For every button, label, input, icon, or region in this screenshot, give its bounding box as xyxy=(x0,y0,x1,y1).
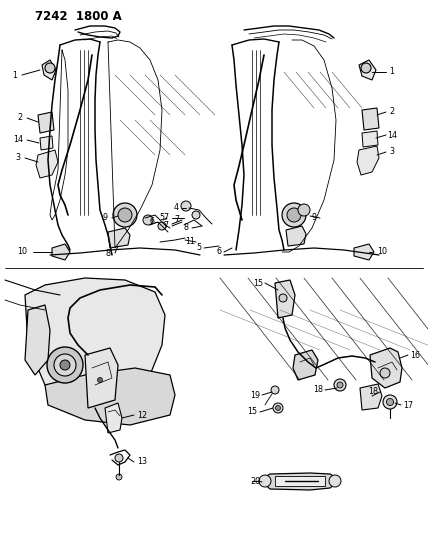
Circle shape xyxy=(158,222,166,230)
Text: 8: 8 xyxy=(184,223,188,232)
Text: 15: 15 xyxy=(247,408,257,416)
Circle shape xyxy=(279,294,287,302)
Polygon shape xyxy=(36,150,58,178)
Polygon shape xyxy=(38,112,54,133)
Text: 20: 20 xyxy=(250,478,260,487)
Text: 14: 14 xyxy=(387,131,397,140)
Polygon shape xyxy=(260,473,340,490)
Polygon shape xyxy=(359,60,376,80)
Text: 5: 5 xyxy=(160,214,164,222)
Circle shape xyxy=(383,395,397,409)
Circle shape xyxy=(47,347,83,383)
Polygon shape xyxy=(362,108,379,130)
Text: 14: 14 xyxy=(13,135,23,144)
Circle shape xyxy=(287,208,301,222)
Text: 7242  1800 A: 7242 1800 A xyxy=(35,10,122,23)
Text: 3: 3 xyxy=(15,154,21,163)
Polygon shape xyxy=(52,244,70,260)
Text: 4: 4 xyxy=(173,204,178,213)
Text: 7: 7 xyxy=(175,215,180,224)
Circle shape xyxy=(54,354,76,376)
Polygon shape xyxy=(42,60,56,80)
Polygon shape xyxy=(354,244,374,260)
Circle shape xyxy=(271,386,279,394)
Text: 18: 18 xyxy=(368,387,378,397)
Text: 5: 5 xyxy=(196,244,202,253)
Text: 17: 17 xyxy=(403,400,413,409)
Circle shape xyxy=(113,203,137,227)
Text: 8: 8 xyxy=(105,248,110,257)
Polygon shape xyxy=(45,368,175,425)
Circle shape xyxy=(380,368,390,378)
Text: 11: 11 xyxy=(185,238,195,246)
Text: 10: 10 xyxy=(17,247,27,256)
Polygon shape xyxy=(108,228,130,248)
Circle shape xyxy=(282,203,306,227)
Text: 1: 1 xyxy=(389,68,395,77)
Circle shape xyxy=(115,454,123,462)
Text: 2: 2 xyxy=(389,108,395,117)
Polygon shape xyxy=(293,350,318,380)
Circle shape xyxy=(329,475,341,487)
Circle shape xyxy=(337,382,343,388)
Circle shape xyxy=(98,377,102,383)
Circle shape xyxy=(334,379,346,391)
Text: 12: 12 xyxy=(137,410,147,419)
Text: 13: 13 xyxy=(137,457,147,466)
Circle shape xyxy=(45,63,55,73)
Polygon shape xyxy=(85,348,118,408)
Text: 7: 7 xyxy=(163,222,169,230)
Polygon shape xyxy=(357,146,379,175)
Polygon shape xyxy=(105,403,122,433)
Text: 18: 18 xyxy=(313,385,323,394)
Circle shape xyxy=(259,475,271,487)
Circle shape xyxy=(116,474,122,480)
Circle shape xyxy=(386,399,393,406)
Polygon shape xyxy=(275,280,295,318)
Polygon shape xyxy=(25,278,165,400)
Text: 9: 9 xyxy=(102,214,107,222)
Polygon shape xyxy=(286,226,306,246)
Text: 9: 9 xyxy=(312,214,317,222)
Circle shape xyxy=(298,204,310,216)
Text: 1: 1 xyxy=(12,70,18,79)
Text: 6: 6 xyxy=(217,247,222,256)
Polygon shape xyxy=(25,305,50,375)
Circle shape xyxy=(60,360,70,370)
Text: 10: 10 xyxy=(377,247,387,256)
Text: 2: 2 xyxy=(18,114,23,123)
Text: 15: 15 xyxy=(253,279,263,287)
Circle shape xyxy=(361,63,371,73)
Circle shape xyxy=(143,215,153,225)
Text: 16: 16 xyxy=(410,351,420,359)
Circle shape xyxy=(273,403,283,413)
Circle shape xyxy=(276,406,280,410)
Text: 3: 3 xyxy=(389,148,395,157)
Circle shape xyxy=(181,201,191,211)
Text: 19: 19 xyxy=(250,391,260,400)
Polygon shape xyxy=(370,348,402,388)
Text: 6: 6 xyxy=(149,217,155,227)
Text: 7: 7 xyxy=(163,214,169,222)
Polygon shape xyxy=(360,384,382,410)
Polygon shape xyxy=(362,131,378,147)
Polygon shape xyxy=(40,136,53,150)
Circle shape xyxy=(118,208,132,222)
Circle shape xyxy=(192,211,200,219)
Polygon shape xyxy=(275,476,325,486)
